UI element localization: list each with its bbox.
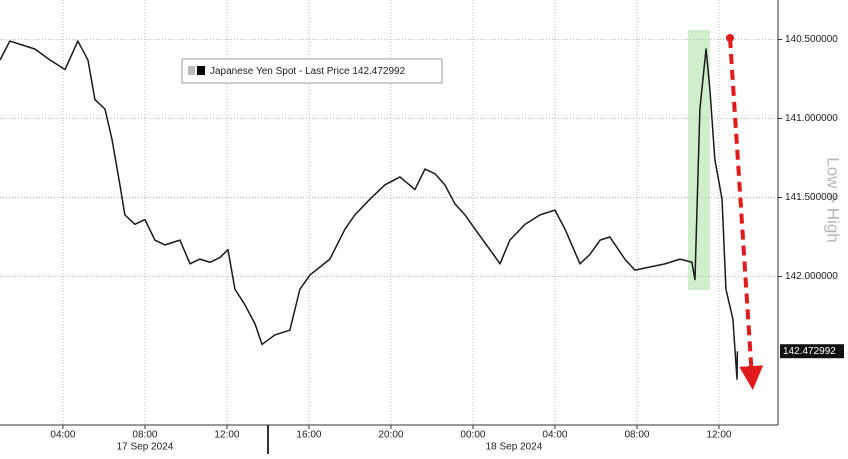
last-price-label: 142.472992 <box>783 346 836 357</box>
x-tick-label: 16:00 <box>296 430 321 441</box>
last-price-tag <box>780 344 844 359</box>
legend-box <box>181 58 443 84</box>
price-line <box>0 40 739 380</box>
date-label: 17 Sep 2024 <box>117 442 174 453</box>
legend-swatch <box>188 66 195 75</box>
y-tick-label: 142.000000 <box>785 271 838 282</box>
data-layer <box>0 40 739 380</box>
y-tick-label: 140.500000 <box>785 34 838 45</box>
x-tick-label: 00:00 <box>460 430 485 441</box>
x-tick-label: 08:00 <box>132 430 157 441</box>
x-tick-label: 08:00 <box>624 430 649 441</box>
y-tick-label: 141.000000 <box>785 113 838 124</box>
legend: Japanese Yen Spot - Last Price 142.47299… <box>181 58 443 84</box>
legend-text: Japanese Yen Spot - Last Price 142.47299… <box>210 66 406 77</box>
trend-arrow <box>728 37 764 390</box>
x-tick-label: 20:00 <box>378 430 403 441</box>
x-tick-label: 12:00 <box>214 430 239 441</box>
x-tick-label: 12:00 <box>706 430 731 441</box>
date-label: 18 Sep 2024 <box>486 442 543 453</box>
x-tick-label: 04:00 <box>542 430 567 441</box>
y-tick-label: 141.500000 <box>785 192 838 203</box>
legend-label: Japanese Yen Spot - Last Price <box>210 66 350 77</box>
y-axis-title: Low > High <box>824 157 843 243</box>
arrow-start <box>726 34 734 42</box>
x-tick-label: 04:00 <box>50 430 75 441</box>
legend-value: 142.472992 <box>352 66 405 77</box>
legend-swatch <box>197 66 205 75</box>
background-layer <box>0 0 778 425</box>
